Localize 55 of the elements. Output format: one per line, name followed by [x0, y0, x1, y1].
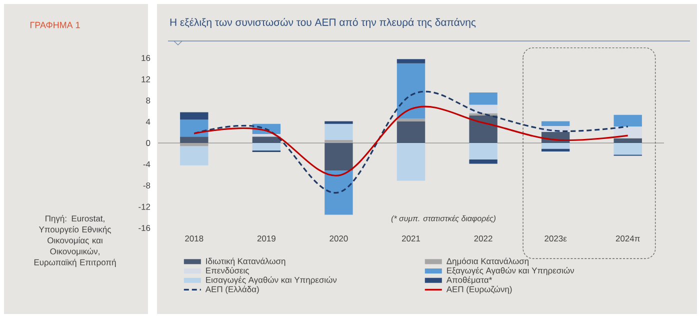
bar — [180, 136, 208, 143]
y-tick-label: -4 — [143, 161, 150, 168]
bar — [614, 138, 642, 143]
bar — [541, 148, 570, 152]
legend-label: ΑΕΠ (Ελλάδα) — [205, 286, 259, 294]
y-tick-label: 8 — [146, 98, 150, 104]
y-tick-label: 4 — [146, 118, 150, 125]
bar — [324, 140, 353, 143]
legend-label: Ιδιωτική Κατανάλωση — [206, 258, 286, 266]
bar — [396, 63, 426, 119]
bar — [469, 104, 498, 114]
bar — [324, 143, 353, 171]
chart-title: Η εξέλιξη των συνιστωσών του ΑΕΠ από την πλευρά της δαπάνης — [170, 18, 476, 28]
bar — [541, 143, 570, 149]
bar — [396, 121, 426, 143]
x-tick-label: 2020 — [330, 236, 348, 242]
y-tick-label: 0 — [146, 140, 150, 146]
x-tick-label: 2024π — [616, 236, 640, 242]
legend-label: Επενδύσεις — [206, 267, 249, 275]
x-tick-label: 2019 — [257, 236, 276, 242]
bar — [469, 92, 498, 105]
bar — [614, 114, 642, 127]
bar — [396, 59, 426, 64]
bar — [469, 115, 498, 143]
bar — [180, 143, 208, 146]
bar — [324, 124, 353, 140]
bar — [180, 120, 208, 137]
legend-label: Δημόσια Κατανάλωση — [446, 258, 528, 266]
bar — [252, 136, 281, 143]
y-tick-label: -8 — [143, 182, 150, 188]
bar — [614, 143, 642, 155]
legend-label: Εισαγωγές Αγαθών και Υπηρεσιών — [206, 276, 337, 285]
bar — [396, 143, 426, 181]
bar — [324, 121, 353, 124]
bar — [396, 118, 426, 122]
x-tick-label: 2022 — [474, 236, 492, 242]
x-tick-label: 2021 — [402, 236, 420, 242]
legend-label: ΑΕΠ (Ευρωζώνη) — [446, 286, 512, 294]
bar — [180, 146, 208, 166]
text: Πηγή: Eurostat, Υπουργείο Εθνικής Οικονομίας και Οικονομικών, Ευρωπαϊκή Επιτροπή — [34, 215, 116, 267]
bar — [541, 121, 570, 126]
bar — [324, 170, 353, 215]
x-tick-label: 2023ε — [544, 236, 567, 242]
y-tick-label: 12 — [142, 76, 150, 82]
bar — [252, 143, 281, 150]
legend-label: Εξαγωγές Αγαθών και Υπηρεσιών — [447, 267, 574, 276]
x-tick-label: 2018 — [185, 236, 204, 242]
y-tick-label: -16 — [138, 225, 150, 231]
bar — [469, 159, 498, 164]
bar — [469, 143, 498, 160]
y-tick-label: -12 — [138, 204, 150, 210]
y-tick-label: 16 — [142, 55, 150, 61]
bar — [180, 112, 208, 120]
text: ΓΡΑΦΗΜΑ 1 — [30, 22, 80, 28]
legend-label: Αποθέματα* — [446, 276, 492, 284]
